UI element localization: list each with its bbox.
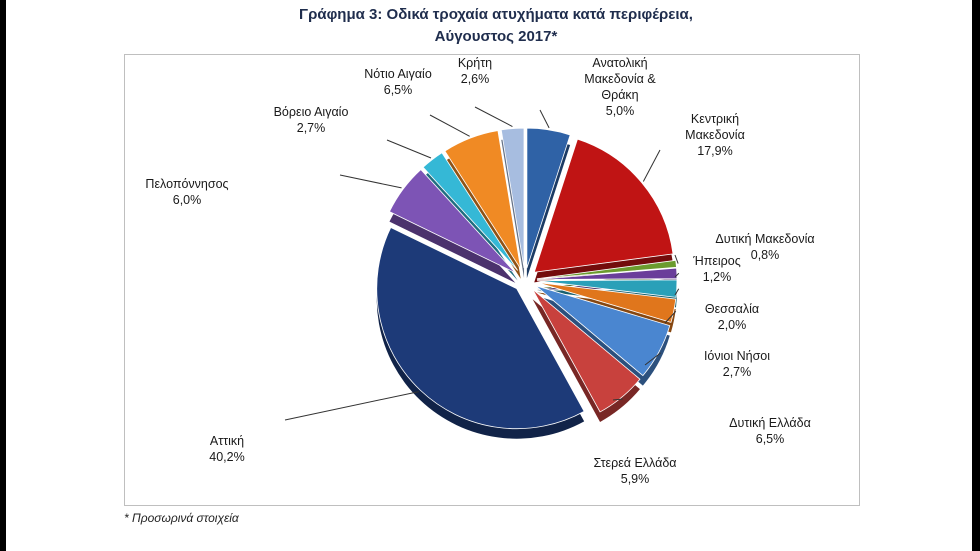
pie-labels: Ανατολική Μακεδονία & Θράκη 5,0% Κεντρική Μακ… (145, 56, 814, 486)
slice-label: Αττική 40,2% (209, 434, 244, 464)
slice-label: Ήπειρος 1,2% (692, 254, 741, 284)
pie-slice (422, 152, 519, 271)
pie-slice (536, 259, 677, 280)
pie-slice (533, 138, 674, 273)
slice-leader-line (674, 288, 680, 296)
slice-label: Δυτική Ελλάδα 6,5% (729, 416, 811, 446)
slice-label: Πελοπόννησος 6,0% (145, 177, 228, 207)
slice-label: Βόρειο Αιγαίο 2,7% (274, 105, 349, 135)
slice-leader-line (674, 254, 679, 264)
chart-frame: Ανατολική Μακεδονία & Θράκη 5,0% Κεντρική Μακ… (124, 54, 860, 506)
footnote: * Προσωρινά στοιχεία (124, 511, 239, 525)
slice-leader-line (386, 139, 432, 159)
pie-slice (536, 267, 678, 280)
slice-leader-line (339, 174, 402, 189)
slice-leader-line (539, 109, 550, 129)
slice-leader-line (644, 352, 661, 366)
slice-leader-line (429, 114, 470, 137)
slice-leader-line (474, 106, 513, 127)
chart-title-line2: Αύγουστος 2017* (434, 28, 558, 45)
pie-slice (500, 127, 525, 269)
chart-title-line1: Γράφημα 3: Οδικά τροχαία ατυχήματα κατά … (299, 6, 693, 23)
slice-label: Κρήτη 2,6% (458, 56, 492, 86)
slice-leader-line (284, 391, 419, 421)
pie-chart: Ανατολική Μακεδονία & Θράκη 5,0% Κεντρική Μακ… (145, 56, 814, 486)
pie-top-layer (376, 127, 678, 430)
pie-slice (376, 226, 585, 430)
pie-slice (536, 282, 677, 323)
pie-slice (536, 279, 678, 298)
slice-label: Ιόνιοι Νήσοι 2,7% (704, 349, 770, 379)
slice-label: Ανατολική Μακεδονία & Θράκη 5,0% (584, 56, 656, 118)
slice-label: Νότιο Αιγαίο 6,5% (364, 67, 432, 97)
pie-slice (526, 127, 571, 269)
pie-slice (535, 285, 671, 377)
pie-slice (388, 169, 516, 274)
chart-title: Γράφημα 3: Οδικά τροχαία ατυχήματα κατά … (6, 4, 980, 48)
slice-label: Θεσσαλία 2,0% (705, 302, 759, 332)
slice-leader-line (642, 149, 661, 182)
slice-leader-line (664, 310, 677, 324)
slice-label: Δυτική Μακεδονία 0,8% (715, 232, 814, 262)
slice-leader-line (612, 398, 623, 401)
pie-slice (532, 288, 641, 413)
slice-leader-line (674, 272, 680, 278)
slice-label: Κεντρική Μακεδονία 17,9% (685, 112, 745, 158)
pie-slice (444, 130, 522, 270)
slice-label: Στερεά Ελλάδα 5,9% (593, 456, 676, 486)
